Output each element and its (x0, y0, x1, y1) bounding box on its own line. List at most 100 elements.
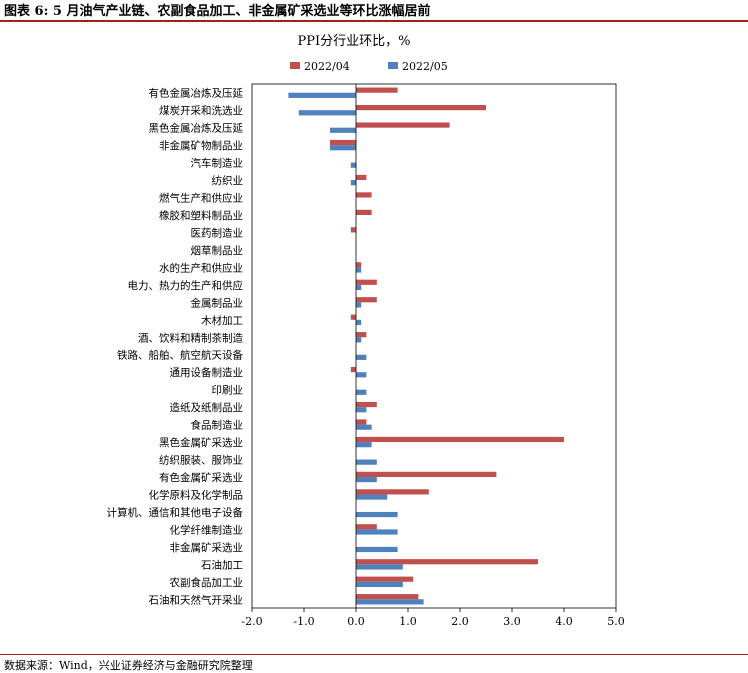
bar-2022-05 (356, 477, 377, 483)
category-label: 橡胶和塑料制品业 (159, 209, 243, 222)
legend-label-1: 2022/05 (402, 60, 448, 73)
bar-2022-04 (356, 297, 377, 303)
bar-2022-05 (356, 459, 377, 465)
bar-2022-05 (356, 407, 367, 413)
bar-2022-04 (356, 524, 377, 530)
x-tick-label: -2.0 (241, 615, 262, 628)
x-tick-label: -1.0 (293, 615, 314, 628)
x-tick-label: 2.0 (451, 615, 469, 628)
bar-2022-04 (356, 122, 450, 128)
bar-2022-04 (356, 87, 398, 93)
category-label: 铁路、船舶、航空航天设备 (117, 349, 243, 362)
category-label: 化学原料及化学制品 (149, 488, 244, 501)
bar-2022-05 (356, 319, 362, 325)
bar-2022-05 (356, 424, 372, 430)
bar-2022-04 (350, 367, 356, 373)
category-label: 燃气生产和供应业 (159, 192, 243, 205)
category-label: 非金属矿采选业 (170, 541, 244, 554)
bar-2022-05 (356, 511, 398, 518)
category-label: 烟草制品业 (191, 244, 244, 257)
x-tick-label: 0.0 (347, 615, 365, 628)
bar-2022-05 (356, 442, 372, 448)
bar-2022-05 (288, 92, 356, 98)
legend-label-0: 2022/04 (304, 60, 350, 73)
bottom-rule (0, 654, 748, 655)
bar-2022-05 (356, 284, 362, 291)
bar-2022-05 (356, 581, 403, 587)
bar-2022-05 (356, 564, 403, 570)
bar-2022-05 (356, 267, 362, 273)
bar-2022-04 (356, 489, 429, 495)
bar-2022-04 (356, 576, 414, 582)
source-note: 数据来源：Wind，兴业证券经济与金融研究院整理 (4, 659, 253, 672)
bar-2022-04 (356, 594, 419, 600)
plot-frame (251, 83, 617, 609)
bar-2022-04 (330, 139, 356, 146)
bar-2022-05 (356, 529, 398, 535)
category-label: 黑色金属矿采选业 (159, 436, 243, 449)
category-label: 水的生产和供应业 (159, 261, 243, 274)
bar-2022-04 (356, 559, 538, 565)
bar-2022-05 (356, 337, 362, 343)
bar-2022-05 (330, 127, 356, 133)
ppi-bar-chart: PPI分行业环比，% 2022/04 2022/05 有色金属冶炼及压延煤炭开采和… (107, 34, 625, 628)
category-label: 煤炭开采和洗选业 (159, 104, 243, 117)
category-label: 纺织业 (212, 174, 244, 187)
category-label: 纺织服装、服饰业 (159, 454, 243, 467)
category-label: 木材加工 (201, 314, 243, 327)
category-label: 化学纤维制造业 (170, 523, 244, 536)
bar-2022-05 (350, 180, 356, 186)
figure-title: 图表 6: 5 月油气产业链、农副食品加工、非金属矿采选业等环比涨幅居前 (4, 4, 431, 19)
bar-2022-05 (356, 494, 388, 500)
bar-2022-04 (356, 105, 486, 111)
category-label: 石油加工 (201, 558, 243, 571)
category-label: 印刷业 (212, 384, 244, 397)
legend-swatch-1 (388, 62, 398, 69)
category-label: 金属制品业 (191, 296, 244, 309)
category-label: 酒、饮料和精制茶制造 (138, 331, 243, 344)
bar-2022-04 (356, 436, 564, 443)
x-tick-label: 4.0 (555, 615, 573, 628)
bar-2022-04 (356, 209, 372, 215)
category-label: 农副食品加工业 (170, 576, 244, 589)
bar-2022-04 (356, 401, 377, 408)
category-label: 计算机、通信和其他电子设备 (107, 506, 244, 519)
bar-2022-04 (356, 174, 367, 181)
bar-2022-05 (356, 599, 424, 605)
bar-2022-05 (330, 145, 356, 151)
bar-2022-04 (356, 192, 372, 198)
top-rule (0, 20, 748, 22)
bar-2022-04 (356, 262, 362, 268)
category-label: 有色金属冶炼及压延 (149, 87, 244, 100)
bar-2022-05 (356, 389, 367, 395)
category-label: 通用设备制造业 (170, 366, 244, 379)
chart-title: PPI分行业环比，% (298, 34, 411, 49)
x-tick-label: 1.0 (399, 615, 417, 628)
legend-swatch-0 (290, 62, 300, 69)
bar-2022-04 (356, 279, 377, 285)
bar-2022-04 (356, 471, 497, 477)
category-label: 电力、热力的生产和供应 (128, 279, 244, 292)
category-label: 医药制造业 (191, 226, 244, 239)
category-label: 食品制造业 (191, 419, 244, 432)
legend: 2022/04 2022/05 (290, 60, 448, 73)
plot-area: 有色金属冶炼及压延煤炭开采和洗选业黑色金属冶炼及压延非金属矿物制品业汽车制造业纺… (107, 83, 625, 628)
category-label: 有色金属矿采选业 (159, 471, 243, 484)
bar-2022-05 (356, 546, 398, 553)
x-tick-label: 3.0 (503, 615, 521, 628)
bar-2022-05 (356, 302, 362, 308)
bar-2022-05 (356, 354, 367, 360)
category-label: 汽车制造业 (191, 157, 244, 170)
bar-2022-04 (356, 419, 367, 425)
x-tick-label: 5.0 (607, 615, 625, 628)
bar-2022-04 (356, 332, 367, 338)
category-label: 黑色金属冶炼及压延 (149, 122, 244, 135)
bar-2022-05 (350, 162, 356, 168)
category-label: 非金属矿物制品业 (159, 139, 243, 152)
bar-2022-05 (298, 110, 356, 116)
category-label: 石油和天然气开采业 (149, 593, 244, 606)
category-label: 造纸及纸制品业 (170, 401, 244, 414)
bar-2022-04 (350, 314, 356, 320)
bar-2022-04 (350, 227, 356, 233)
bar-2022-05 (356, 372, 367, 378)
